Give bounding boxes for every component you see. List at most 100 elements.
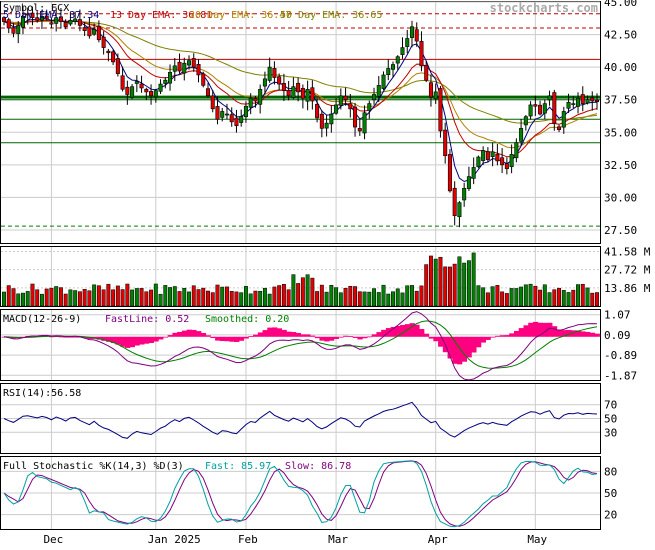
price-tick-label: 32.50 bbox=[604, 159, 637, 172]
macd-histogram-bar bbox=[153, 336, 159, 342]
volume-bar bbox=[149, 289, 154, 307]
volume-bar bbox=[438, 256, 443, 307]
candle-body bbox=[542, 103, 547, 114]
volume-bar bbox=[291, 274, 296, 307]
volume-bar bbox=[39, 293, 44, 307]
macd-histogram-bar bbox=[570, 330, 577, 337]
candle-body bbox=[428, 82, 433, 98]
rsi-tick-label: 30 bbox=[604, 426, 617, 439]
macd-histogram-bar bbox=[428, 336, 434, 339]
macd-histogram-bar bbox=[257, 332, 264, 337]
volume-bar bbox=[585, 287, 590, 307]
rsi-tick-label: 70 bbox=[604, 399, 617, 412]
volume-bar bbox=[542, 284, 547, 307]
candle-body bbox=[220, 111, 225, 118]
macd-histogram-bar bbox=[238, 336, 245, 341]
volume-bar bbox=[509, 288, 514, 307]
macd-histogram-bar bbox=[148, 336, 154, 344]
stoch-slow-label: Slow: 86.78 bbox=[285, 461, 351, 472]
macd-histogram-bar bbox=[234, 336, 240, 342]
rsi-label: RSI(14):56.58 bbox=[3, 388, 81, 399]
candle-body bbox=[457, 202, 462, 218]
x-tick-label: Apr bbox=[428, 533, 448, 546]
volume-bar bbox=[576, 284, 580, 307]
macd-histogram-bar bbox=[466, 336, 472, 358]
macd-histogram-bar bbox=[309, 335, 316, 337]
macd-histogram-bar bbox=[561, 330, 567, 337]
stoch-tick-label: 50 bbox=[604, 487, 617, 500]
candle-body bbox=[514, 142, 519, 159]
candle-body bbox=[438, 88, 443, 132]
macd-histogram-bar bbox=[87, 336, 93, 340]
candle-body bbox=[11, 27, 16, 34]
volume-bar bbox=[457, 256, 462, 307]
volume-bar bbox=[77, 291, 82, 307]
x-tick-label: Feb bbox=[238, 533, 258, 546]
volume-bar bbox=[338, 292, 343, 307]
macd-histogram-bar bbox=[528, 322, 534, 337]
candle-body bbox=[405, 38, 410, 47]
macd-histogram-bar bbox=[82, 336, 88, 339]
volume-bar bbox=[106, 283, 111, 307]
volume-bar bbox=[547, 292, 552, 307]
volume-bar bbox=[590, 292, 595, 307]
candle-body bbox=[130, 86, 135, 98]
candle-body bbox=[20, 16, 25, 28]
candle-body bbox=[25, 13, 30, 16]
volume-bar bbox=[443, 266, 448, 307]
macd-histogram-bar bbox=[248, 336, 254, 337]
macd-histogram-bar bbox=[433, 336, 439, 342]
macd-histogram-bar bbox=[400, 325, 406, 337]
volume-tick-label: 13.86 M bbox=[604, 282, 651, 295]
stoch-label: Full Stochastic %K(14,3) %D(3) bbox=[3, 461, 184, 472]
candle-body bbox=[258, 88, 263, 105]
candle-body bbox=[187, 60, 192, 66]
candle-body bbox=[120, 75, 125, 90]
candle-body bbox=[92, 29, 97, 35]
macd-histogram-bar bbox=[72, 336, 79, 338]
candle-body bbox=[353, 106, 358, 128]
volume-bar bbox=[452, 263, 457, 307]
macd-histogram-bar bbox=[381, 329, 387, 337]
volume-bar bbox=[353, 286, 358, 307]
candle-body bbox=[144, 88, 149, 93]
macd-histogram-bar bbox=[124, 336, 131, 348]
macd-histogram-bar bbox=[272, 327, 278, 337]
macd-histogram-bar bbox=[68, 336, 74, 338]
macd-histogram-bar bbox=[139, 336, 145, 345]
x-tick-label: May bbox=[527, 533, 547, 546]
candle-body bbox=[224, 113, 229, 116]
candle-body bbox=[267, 66, 272, 81]
volume-bar bbox=[163, 285, 168, 307]
candle-body bbox=[471, 167, 476, 179]
candle-body bbox=[82, 27, 87, 31]
candle-body bbox=[191, 58, 196, 68]
volume-bar bbox=[538, 289, 543, 307]
legend-ema5: 5 Day EMA: 37.34 bbox=[3, 10, 99, 21]
volume-bar bbox=[191, 285, 196, 307]
volume-bar bbox=[324, 291, 329, 307]
x-tick-label: Jan 2025 bbox=[148, 533, 201, 546]
stoch-tick-label: 20 bbox=[604, 509, 617, 522]
volume-bar bbox=[125, 283, 130, 307]
candle-body bbox=[424, 64, 429, 81]
candle-body bbox=[87, 26, 92, 37]
candle-body bbox=[272, 68, 277, 78]
candle-body bbox=[44, 15, 49, 20]
volume-bar bbox=[348, 286, 353, 307]
candle-body bbox=[286, 90, 291, 97]
candle-body bbox=[30, 12, 35, 18]
macd-histogram-bar bbox=[409, 323, 415, 337]
volume-bar bbox=[139, 288, 144, 307]
volume-bar bbox=[16, 293, 21, 307]
macd-histogram-bar bbox=[295, 332, 301, 337]
volume-bar bbox=[300, 277, 305, 307]
candle-body bbox=[229, 114, 234, 123]
legend-ema13: 13 Day EMA: 36.81 bbox=[110, 10, 212, 21]
candle-body bbox=[409, 26, 414, 38]
candle-body bbox=[324, 122, 329, 129]
candle-body bbox=[552, 92, 557, 124]
macd-histogram-bar bbox=[357, 336, 363, 340]
macd-histogram-bar bbox=[362, 336, 368, 339]
